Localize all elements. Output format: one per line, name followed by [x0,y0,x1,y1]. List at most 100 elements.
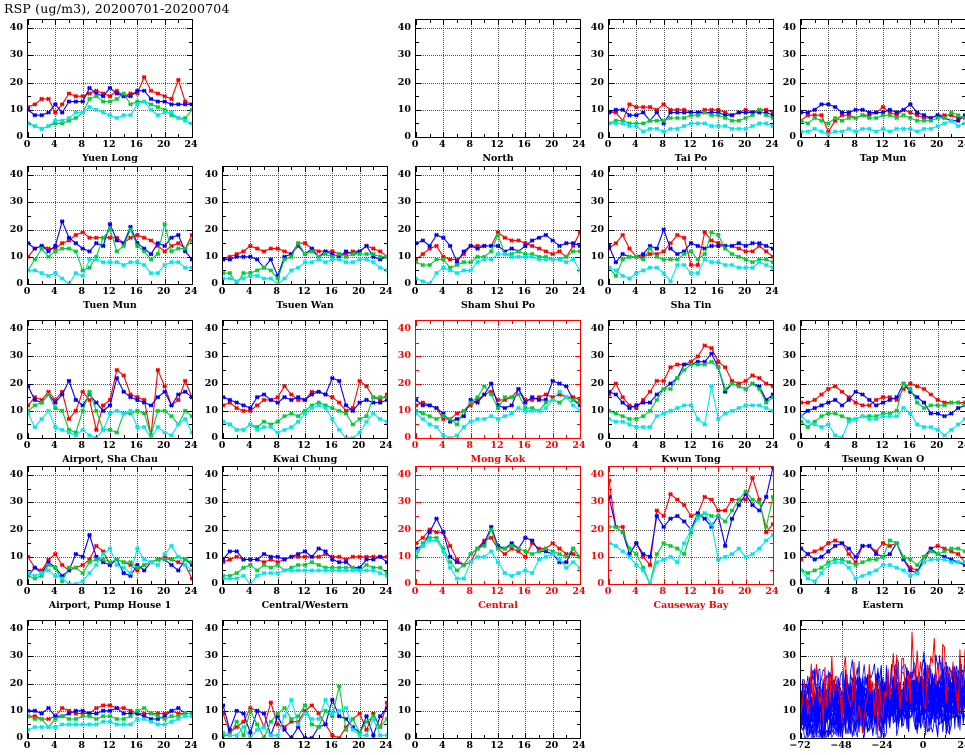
axis-tick-x [55,579,57,584]
x-tick-label: 8 [466,740,473,751]
x-tick-label: 20 [930,586,944,597]
axis-tick-x [305,467,306,472]
axis-tick-x [759,167,761,170]
axis-tick-y [960,410,965,412]
axis-tick-x [164,321,166,326]
panel-title: Causeway Bay [653,600,729,611]
axis-tick-x [511,134,513,137]
series-layer [28,532,192,584]
y-tick-label: 40 [204,623,218,635]
axis-tick-x [277,279,279,284]
axis-tick-y [416,683,421,685]
axis-tick-x [373,435,375,438]
y-tick-label: 30 [9,650,23,662]
axis-tick-x [164,132,166,137]
axis-tick-y [801,724,804,726]
axis-tick-y [416,188,419,190]
axis-tick-x [951,581,953,584]
axis-tick-y [187,410,192,412]
axis-tick-y [962,69,965,70]
panel-sham-shui-po: 0 10 20 30 40 0 4 8 12 16 20 24 Sham Shui Po [398,166,586,310]
axis-tick-y [770,516,773,517]
panel-frame [27,466,193,585]
axis-tick-x [663,321,665,326]
axis-tick-x [470,167,472,172]
gridline-vertical [332,621,334,738]
axis-tick-x [484,621,486,624]
axis-tick-x [137,132,139,137]
axis-tick-x [609,433,610,438]
x-tick-label: 24 [184,586,198,597]
axis-tick-x [28,467,29,472]
axis-tick-y [223,516,226,517]
axis-tick-x [223,279,224,284]
axis-tick-y [416,710,421,712]
x-tick-label: 16 [902,586,916,597]
axis-tick-x [178,467,180,470]
gridline-vertical [691,167,692,284]
y-tick-label: 10 [204,250,218,262]
axis-tick-x [566,621,568,624]
panel-tung-chung: 01020304004812162024Tung Chung [10,620,198,755]
plot-area [416,20,580,137]
x-tick-label: 8 [273,286,280,297]
panel-tai-po: 0 10 20 30 40 0 4 8 12 16 20 24 Tai Po [591,19,779,163]
x-tick-label: 24 [184,740,198,751]
x-tick-label: 12 [102,740,116,751]
series-layer [223,375,387,438]
axis-tick-x [732,435,733,438]
x-tick-label: 8 [466,139,473,150]
gridline-vertical [470,167,472,284]
axis-tick-y [223,229,228,231]
axis-tick-x [443,279,445,284]
axis-tick-y [609,216,612,217]
axis-tick-x [470,20,472,25]
axis-tick-y [384,243,387,245]
x-tick-label: 0 [604,286,612,297]
axis-tick-y [801,424,804,426]
axis-tick-x [498,433,499,438]
x-tick-label: 12 [490,286,504,297]
axis-tick-y [575,502,580,504]
axis-tick-y [187,656,192,658]
axis-tick-x [178,20,180,23]
axis-tick-x [41,621,43,624]
axis-tick-y [609,502,614,504]
x-tick-label: 0 [23,586,31,597]
y-tick-label: 0 [16,578,23,589]
axis-tick-y [609,188,612,190]
x-tick-label: 8 [78,139,85,150]
axis-tick-x [82,20,84,25]
axis-tick-x [636,433,638,438]
plot-area [801,467,965,584]
gridline-vertical [55,621,57,738]
panel-tsuen-wan: 0 10 20 30 40 0 4 8 12 16 20 24 Tsuen Wan [205,166,393,310]
axis-tick-x [137,433,139,438]
axis-tick-y [962,397,965,399]
axis-tick-y [28,202,33,204]
axis-tick-y [575,629,580,631]
axis-tick-x [55,467,57,472]
axis-tick-x [69,735,70,738]
axis-tick-x [110,167,111,172]
axis-tick-y [416,670,419,671]
axis-tick-y [770,188,773,190]
axis-tick-y [801,55,806,57]
y-tick-label: 10 [9,250,23,262]
axis-tick-x [250,279,252,284]
axis-tick-x [277,321,279,326]
axis-tick-x [828,467,830,472]
axis-tick-y [609,202,614,204]
axis-tick-x [636,167,638,172]
axis-tick-y [223,329,228,331]
series-layer [609,467,773,584]
axis-tick-x [291,467,293,470]
axis-tick-x [250,321,252,326]
axis-tick-x [622,321,624,324]
axis-tick-y [416,502,421,504]
y-tick-label: 30 [9,496,23,508]
x-tick-label: 12 [683,286,697,297]
x-tick-label: 0 [919,740,927,751]
axis-tick-y [382,629,387,631]
gridline-vertical [855,467,857,584]
